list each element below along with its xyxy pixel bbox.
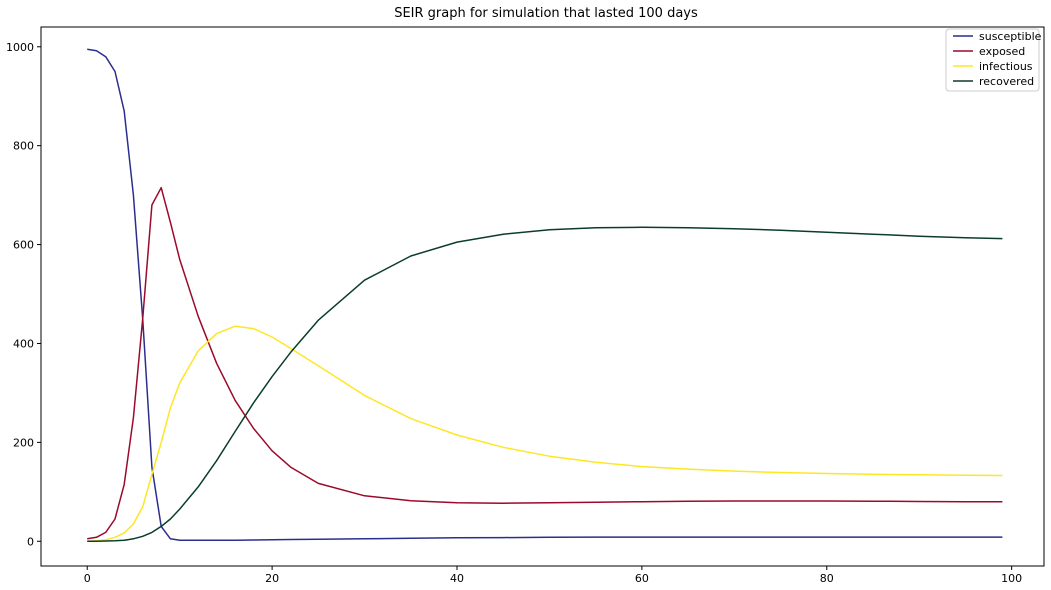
legend-label-infectious: infectious xyxy=(979,60,1033,73)
x-tick-label: 60 xyxy=(635,572,649,585)
y-tick-label: 800 xyxy=(13,140,34,153)
legend-box xyxy=(945,28,1040,92)
y-tick-label: 400 xyxy=(13,337,34,350)
series-line-recovered xyxy=(87,226,1003,543)
series-line-susceptible xyxy=(87,48,1003,542)
x-tick-label: 80 xyxy=(820,572,834,585)
y-tick-label: 1000 xyxy=(6,41,34,54)
y-axis: 0 200 400 600 800 1000 xyxy=(6,41,41,548)
legend-label-exposed: exposed xyxy=(979,45,1025,58)
x-axis: 0 20 40 60 80 100 xyxy=(84,566,1022,585)
y-tick-label: 0 xyxy=(27,535,34,548)
legend: susceptible exposed infectious recovered xyxy=(945,28,1042,92)
series-line-infectious xyxy=(87,325,1003,543)
plot-area-frame xyxy=(40,26,1045,567)
series-lines xyxy=(87,48,1003,543)
x-tick-label: 20 xyxy=(265,572,279,585)
chart-title: SEIR graph for simulation that lasted 10… xyxy=(394,6,698,21)
y-tick-label: 200 xyxy=(13,436,34,449)
x-tick-label: 100 xyxy=(1001,572,1022,585)
x-tick-label: 40 xyxy=(450,572,464,585)
legend-label-susceptible: susceptible xyxy=(979,30,1042,43)
x-tick-label: 0 xyxy=(84,572,91,585)
legend-label-recovered: recovered xyxy=(979,75,1034,88)
series-line-exposed xyxy=(87,186,1003,540)
y-tick-label: 600 xyxy=(13,239,34,252)
